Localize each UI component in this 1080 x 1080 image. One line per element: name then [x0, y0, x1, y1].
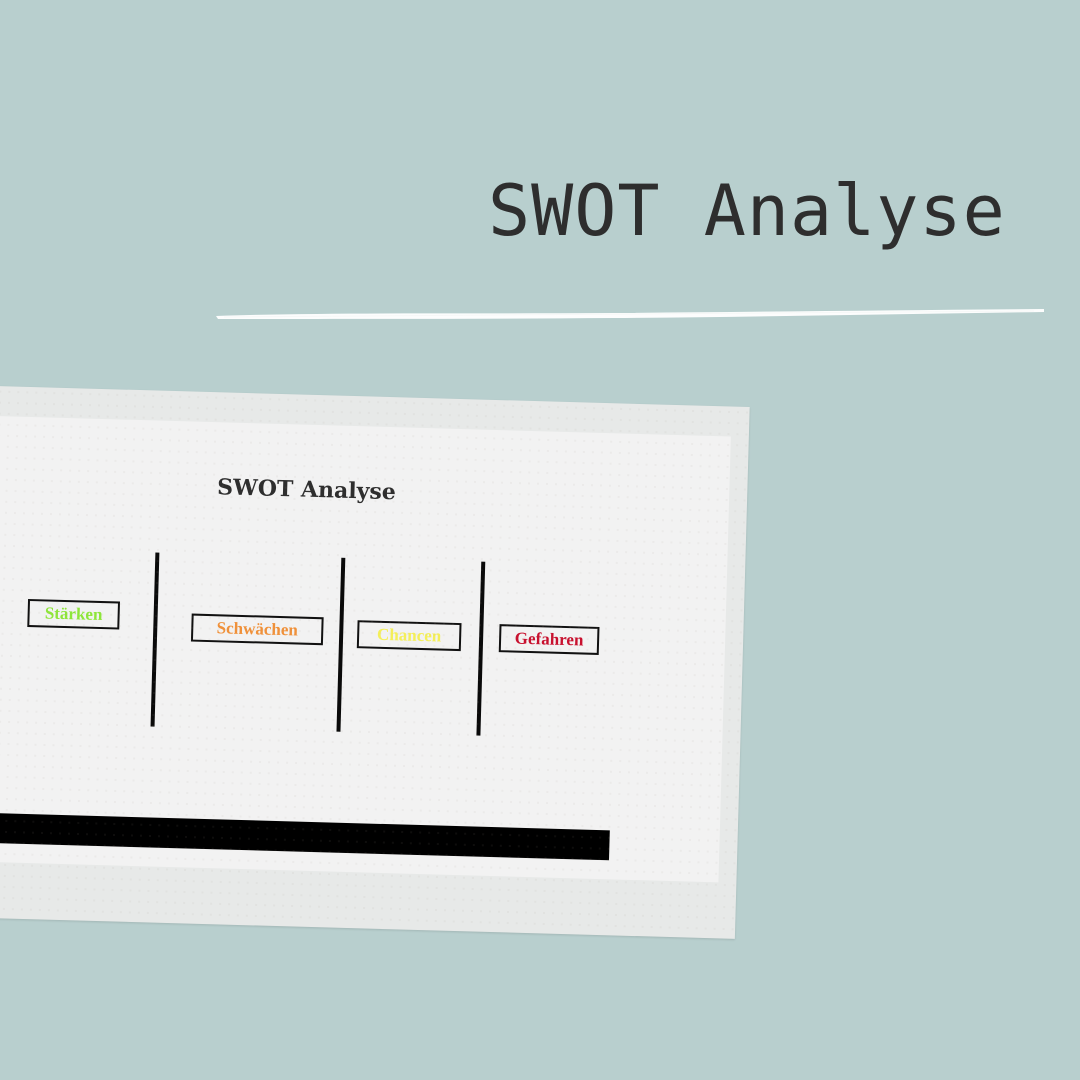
threats-box: Gefahren	[499, 624, 600, 655]
column-divider	[336, 558, 345, 732]
main-title: SWOT Analyse	[488, 176, 1006, 246]
brush-stroke-underline	[214, 300, 1046, 330]
column-divider	[476, 562, 485, 736]
document-sheet: SWOT Analyse Stärken Schwächen Chancen G…	[0, 416, 731, 882]
weaknesses-box: Schwächen	[191, 614, 324, 646]
strengths-box: Stärken	[27, 599, 120, 630]
black-bar	[0, 812, 610, 860]
document-photo: SWOT Analyse Stärken Schwächen Chancen G…	[0, 385, 750, 939]
column-divider	[151, 553, 160, 727]
document-title: SWOT Analyse	[217, 474, 396, 505]
opportunities-box: Chancen	[357, 620, 462, 651]
